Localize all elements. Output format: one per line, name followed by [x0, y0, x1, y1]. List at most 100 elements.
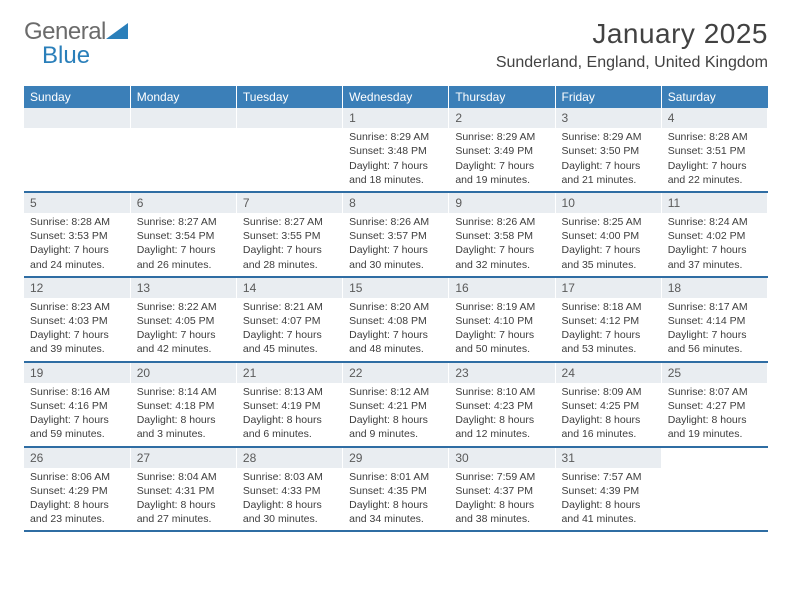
day-dl1: Daylight: 8 hours — [349, 413, 442, 427]
day-number: 9 — [449, 193, 554, 213]
day-ss: Sunset: 4:16 PM — [30, 399, 124, 413]
calendar-week-row: 5Sunrise: 8:28 AMSunset: 3:53 PMDaylight… — [24, 192, 768, 277]
day-body: Sunrise: 8:24 AMSunset: 4:02 PMDaylight:… — [662, 213, 767, 276]
calendar-day-cell — [661, 447, 767, 532]
calendar-day-cell: 16Sunrise: 8:19 AMSunset: 4:10 PMDayligh… — [449, 277, 555, 362]
day-dl1: Daylight: 7 hours — [30, 243, 124, 257]
day-sr: Sunrise: 8:17 AM — [668, 300, 761, 314]
day-dl2: and 26 minutes. — [137, 258, 230, 272]
day-body: Sunrise: 8:26 AMSunset: 3:58 PMDaylight:… — [449, 213, 554, 276]
day-sr: Sunrise: 8:28 AM — [30, 215, 124, 229]
day-number: 10 — [556, 193, 661, 213]
day-ss: Sunset: 3:57 PM — [349, 229, 442, 243]
day-dl2: and 45 minutes. — [243, 342, 336, 356]
calendar-day-cell: 8Sunrise: 8:26 AMSunset: 3:57 PMDaylight… — [343, 192, 449, 277]
day-sr: Sunrise: 8:07 AM — [668, 385, 761, 399]
day-ss: Sunset: 3:50 PM — [562, 144, 655, 158]
day-dl1: Daylight: 7 hours — [562, 243, 655, 257]
day-body: Sunrise: 8:07 AMSunset: 4:27 PMDaylight:… — [662, 383, 767, 446]
calendar-day-cell: 29Sunrise: 8:01 AMSunset: 4:35 PMDayligh… — [343, 447, 449, 532]
day-number: 28 — [237, 448, 342, 468]
calendar-day-cell — [130, 108, 236, 192]
calendar-day-cell: 21Sunrise: 8:13 AMSunset: 4:19 PMDayligh… — [236, 362, 342, 447]
day-number: 5 — [24, 193, 130, 213]
day-ss: Sunset: 4:00 PM — [562, 229, 655, 243]
day-sr: Sunrise: 8:01 AM — [349, 470, 442, 484]
day-ss: Sunset: 4:08 PM — [349, 314, 442, 328]
day-number: 27 — [131, 448, 236, 468]
calendar-day-cell: 17Sunrise: 8:18 AMSunset: 4:12 PMDayligh… — [555, 277, 661, 362]
day-number: 12 — [24, 278, 130, 298]
day-dl1: Daylight: 7 hours — [349, 243, 442, 257]
calendar-week-row: 26Sunrise: 8:06 AMSunset: 4:29 PMDayligh… — [24, 447, 768, 532]
day-sr: Sunrise: 8:13 AM — [243, 385, 336, 399]
day-dl1: Daylight: 8 hours — [562, 413, 655, 427]
day-dl2: and 53 minutes. — [562, 342, 655, 356]
day-dl1: Daylight: 7 hours — [455, 328, 548, 342]
day-number: 4 — [662, 108, 767, 128]
day-dl1: Daylight: 8 hours — [137, 498, 230, 512]
day-body: Sunrise: 8:12 AMSunset: 4:21 PMDaylight:… — [343, 383, 448, 446]
day-dl1: Daylight: 7 hours — [30, 413, 124, 427]
day-number: 6 — [131, 193, 236, 213]
day-dl1: Daylight: 8 hours — [562, 498, 655, 512]
title-block: January 2025 Sunderland, England, United… — [496, 18, 768, 72]
day-dl2: and 16 minutes. — [562, 427, 655, 441]
day-dl1: Daylight: 7 hours — [137, 243, 230, 257]
day-sr: Sunrise: 8:27 AM — [243, 215, 336, 229]
day-number: 31 — [556, 448, 661, 468]
day-number: 30 — [449, 448, 554, 468]
day-ss: Sunset: 3:53 PM — [30, 229, 124, 243]
day-body: Sunrise: 7:57 AMSunset: 4:39 PMDaylight:… — [556, 468, 661, 531]
day-sr: Sunrise: 7:59 AM — [455, 470, 548, 484]
day-body: Sunrise: 8:10 AMSunset: 4:23 PMDaylight:… — [449, 383, 554, 446]
day-body: Sunrise: 8:27 AMSunset: 3:55 PMDaylight:… — [237, 213, 342, 276]
day-dl1: Daylight: 7 hours — [349, 159, 442, 173]
day-dl1: Daylight: 7 hours — [243, 243, 336, 257]
day-body: Sunrise: 8:22 AMSunset: 4:05 PMDaylight:… — [131, 298, 236, 361]
day-dl2: and 9 minutes. — [349, 427, 442, 441]
day-dl2: and 50 minutes. — [455, 342, 548, 356]
day-body: Sunrise: 8:29 AMSunset: 3:48 PMDaylight:… — [343, 128, 448, 191]
day-ss: Sunset: 4:33 PM — [243, 484, 336, 498]
day-dl2: and 32 minutes. — [455, 258, 548, 272]
day-dl2: and 48 minutes. — [349, 342, 442, 356]
day-ss: Sunset: 4:23 PM — [455, 399, 548, 413]
day-dl1: Daylight: 8 hours — [243, 498, 336, 512]
day-dl1: Daylight: 7 hours — [137, 328, 230, 342]
day-dl1: Daylight: 7 hours — [455, 243, 548, 257]
day-sr: Sunrise: 8:06 AM — [30, 470, 124, 484]
day-dl2: and 21 minutes. — [562, 173, 655, 187]
day-body: Sunrise: 8:25 AMSunset: 4:00 PMDaylight:… — [556, 213, 661, 276]
logo-word-2: Blue — [42, 42, 90, 69]
location-subtitle: Sunderland, England, United Kingdom — [496, 54, 768, 72]
calendar-day-cell — [24, 108, 130, 192]
day-sr: Sunrise: 8:09 AM — [562, 385, 655, 399]
calendar-day-cell: 18Sunrise: 8:17 AMSunset: 4:14 PMDayligh… — [661, 277, 767, 362]
day-sr: Sunrise: 8:18 AM — [562, 300, 655, 314]
day-dl2: and 37 minutes. — [668, 258, 761, 272]
day-number: 17 — [556, 278, 661, 298]
day-dl2: and 59 minutes. — [30, 427, 124, 441]
day-body: Sunrise: 8:01 AMSunset: 4:35 PMDaylight:… — [343, 468, 448, 531]
day-dl2: and 35 minutes. — [562, 258, 655, 272]
calendar-day-cell: 27Sunrise: 8:04 AMSunset: 4:31 PMDayligh… — [130, 447, 236, 532]
calendar-week-row: 19Sunrise: 8:16 AMSunset: 4:16 PMDayligh… — [24, 362, 768, 447]
day-body: Sunrise: 8:03 AMSunset: 4:33 PMDaylight:… — [237, 468, 342, 531]
day-number: 14 — [237, 278, 342, 298]
day-sr: Sunrise: 8:23 AM — [30, 300, 124, 314]
calendar-day-cell: 2Sunrise: 8:29 AMSunset: 3:49 PMDaylight… — [449, 108, 555, 192]
calendar-day-cell: 19Sunrise: 8:16 AMSunset: 4:16 PMDayligh… — [24, 362, 130, 447]
day-dl2: and 27 minutes. — [137, 512, 230, 526]
day-sr: Sunrise: 8:03 AM — [243, 470, 336, 484]
day-dl1: Daylight: 8 hours — [455, 413, 548, 427]
day-sr: Sunrise: 8:21 AM — [243, 300, 336, 314]
day-sr: Sunrise: 8:26 AM — [455, 215, 548, 229]
day-dl1: Daylight: 7 hours — [668, 328, 761, 342]
page-title: January 2025 — [496, 18, 768, 50]
day-ss: Sunset: 3:55 PM — [243, 229, 336, 243]
day-body: Sunrise: 8:28 AMSunset: 3:51 PMDaylight:… — [662, 128, 767, 191]
day-body: Sunrise: 8:19 AMSunset: 4:10 PMDaylight:… — [449, 298, 554, 361]
day-sr: Sunrise: 8:27 AM — [137, 215, 230, 229]
day-sr: Sunrise: 8:25 AM — [562, 215, 655, 229]
